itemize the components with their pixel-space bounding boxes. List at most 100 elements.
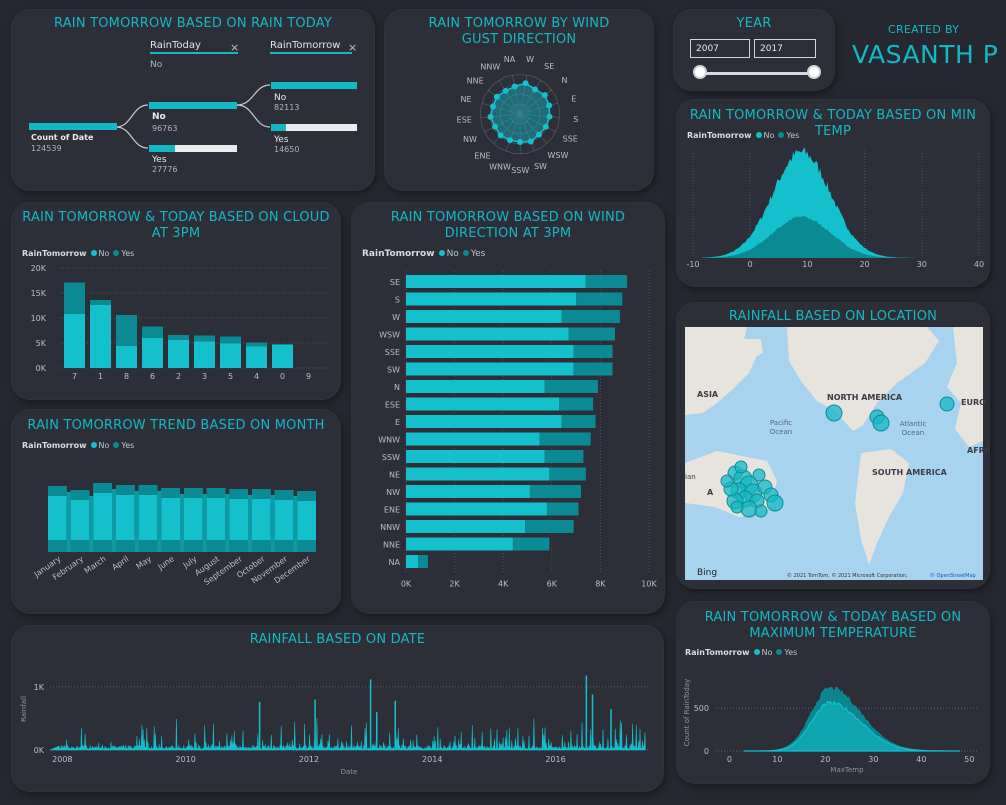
month-bar-yes	[229, 489, 248, 499]
rain-tomorrow-header-label: RainTomorrow	[270, 40, 341, 51]
card-title: RAIN TOMORROW TREND BASED ON MONTH	[27, 418, 325, 433]
year-slider-track[interactable]	[702, 72, 816, 75]
cloud-bar-no	[64, 314, 85, 368]
today-no-node[interactable]	[149, 102, 237, 109]
min-temp-chart: -10 0 10 20 30 40	[686, 147, 984, 269]
year-slider-handle-end[interactable]	[807, 65, 821, 79]
wind-bar-no	[406, 362, 574, 376]
root-node[interactable]	[29, 123, 117, 130]
cloud-x-tick: 7	[72, 372, 77, 381]
month-x-tick: May	[134, 554, 153, 571]
date-y-label: Rainfall	[20, 696, 28, 722]
close-icon[interactable]: ×	[230, 41, 240, 54]
slicer-title: YEAR	[736, 16, 772, 31]
cloud-y-tick: 10K	[31, 314, 47, 323]
radar-label-nnw: NNW	[480, 63, 500, 72]
card-title: RAIN TOMORROW BY WIND GUST DIRECTION	[428, 16, 610, 47]
month-bar-yes	[138, 485, 158, 495]
wind-y-tick: E	[395, 418, 400, 427]
rainfall-location-map-card: RAINFALL BASED ON LOCATION ASIA NORTH AME…	[677, 303, 989, 588]
month-ribbon-connector	[157, 491, 162, 552]
map-bubble	[720, 474, 734, 488]
cloud-bar-no	[194, 341, 215, 368]
radar-point	[507, 137, 513, 144]
wind-x-tick: 10K	[641, 580, 657, 589]
year-from-input[interactable]: 2007	[690, 39, 750, 58]
cloud-x-tick: 8	[124, 372, 129, 381]
tomorrow-yes-fill	[271, 124, 287, 131]
date-x-tick: 2008	[52, 755, 72, 764]
wind-bar-no	[406, 415, 562, 428]
map-land-island	[737, 339, 763, 359]
map-label-pacific: Pacific	[770, 419, 792, 427]
radar-label-w: W	[526, 55, 534, 64]
wind-bar-yes	[573, 345, 613, 358]
year-slider-handle-start[interactable]	[693, 65, 707, 79]
cloud-x-tick: 1	[98, 372, 103, 381]
cloud-bar-no	[168, 340, 189, 368]
radar-label-n: N	[562, 76, 568, 85]
radar-label-ssw: SSW	[511, 166, 529, 175]
radar-point	[502, 87, 509, 94]
radar-point	[522, 80, 529, 87]
cloud-x-tick: 4	[254, 372, 259, 381]
map-bubble	[872, 414, 890, 432]
wind-bar-yes	[585, 275, 628, 288]
date-y-tick: 0K	[34, 746, 45, 755]
wind-y-tick: NW	[386, 488, 400, 497]
wind-bar-no	[406, 555, 419, 568]
wind-x-tick: 0K	[401, 580, 412, 589]
cloud-x-tick: 9	[306, 372, 311, 381]
radar-label-wsw: WSW	[547, 151, 568, 160]
wind-y-tick: SE	[390, 278, 400, 287]
maxtemp-x-tick: 20	[820, 755, 830, 764]
rain-today-header[interactable]: RainToday	[150, 40, 238, 54]
card-title: RAIN TOMORROW BASED ON RAIN TODAY	[54, 16, 332, 31]
tomorrow-no-label: No	[274, 93, 287, 103]
radar-point	[541, 92, 548, 99]
rainfall-map[interactable]: ASIA NORTH AMERICA EURO SOUTH AMERICA AFRIC P…	[677, 303, 989, 588]
month-bar-no	[274, 490, 294, 552]
date-series-line	[49, 718, 646, 752]
month-bar-yes-base	[138, 540, 158, 552]
month-bar-yes-base	[48, 540, 67, 552]
rain-tomorrow-header[interactable]: RainTomorrow	[270, 40, 352, 54]
wind-y-tick: NE	[389, 471, 400, 480]
wind-y-tick: ENE	[384, 506, 400, 515]
mintemp-x-tick: -10	[686, 260, 699, 269]
year-to-input[interactable]: 2017	[754, 39, 816, 58]
wind-y-tick: NNE	[383, 541, 400, 550]
cloud-bar-yes	[272, 344, 293, 345]
cloud-bar-yes	[116, 315, 137, 346]
month-ribbon-connector	[270, 495, 275, 552]
creator-name: VASANTH P	[852, 40, 999, 69]
wind-bar-yes	[544, 380, 598, 393]
month-bar-yes-base	[93, 540, 112, 552]
wind-bar-yes	[546, 502, 579, 516]
radar-label-wnw: WNW	[489, 162, 511, 171]
maxtemp-y-tick: 500	[694, 704, 709, 713]
wind-bar-yes	[418, 555, 428, 568]
map-label-na: NORTH AMERICA	[827, 393, 903, 402]
radar-spoke	[484, 113, 521, 133]
legend: RainTomorrow No Yes	[22, 441, 135, 450]
tomorrow-yes-node[interactable]	[271, 124, 357, 131]
close-icon[interactable]: ×	[348, 41, 358, 54]
radar-label-sse: SSE	[563, 135, 578, 144]
maxtemp-area-no	[743, 700, 960, 752]
cloud-bar-no	[116, 346, 137, 368]
tomorrow-no-node[interactable]	[271, 82, 357, 89]
radar-point	[497, 132, 504, 139]
cloud-x-tick: 6	[150, 372, 155, 381]
radar-label-se: SE	[544, 62, 554, 71]
wind-y-tick: SW	[387, 366, 400, 375]
wind-bar-no	[406, 345, 574, 358]
month-bar-yes-base	[184, 540, 203, 552]
wind-bar-no	[406, 397, 560, 411]
radar-label-na: NA	[504, 55, 516, 64]
mintemp-x-tick: 0	[748, 260, 753, 269]
month-bar-no	[297, 491, 316, 552]
today-yes-node[interactable]	[149, 145, 237, 152]
wind-bar-yes	[568, 327, 615, 341]
created-by-label: CREATED BY	[888, 23, 960, 36]
